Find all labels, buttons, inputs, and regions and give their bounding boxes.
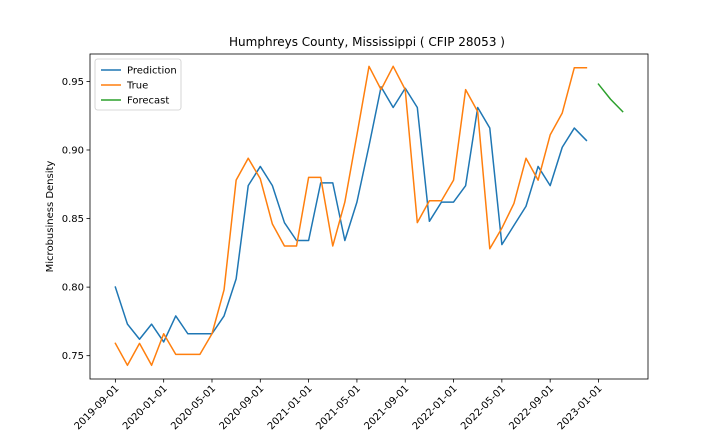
series-line-forecast (597, 83, 624, 113)
y-axis-label: Microbusiness Density (45, 161, 56, 273)
series-layer (114, 65, 624, 367)
series-line-prediction (114, 86, 588, 343)
y-tick-label: 0.95 (62, 77, 84, 88)
plot-background (90, 54, 648, 379)
legend-label-prediction: Prediction (127, 66, 177, 77)
legend-box (94, 58, 182, 111)
y-tick-label: 0.85 (62, 214, 84, 225)
legend: Prediction True Forecast (94, 58, 182, 111)
legend-label-forecast: Forecast (127, 96, 169, 107)
legend-label-true: True (126, 81, 148, 92)
y-tick-label: 0.75 (62, 351, 84, 362)
axes-frame (89, 53, 649, 380)
y-tick-label: 0.90 (62, 145, 84, 156)
plot-area (90, 54, 648, 379)
y-tick-label: 0.80 (62, 283, 84, 294)
series-line-true (114, 65, 588, 367)
chart-title: Humphreys County, Mississippi ( CFIP 280… (229, 35, 505, 49)
